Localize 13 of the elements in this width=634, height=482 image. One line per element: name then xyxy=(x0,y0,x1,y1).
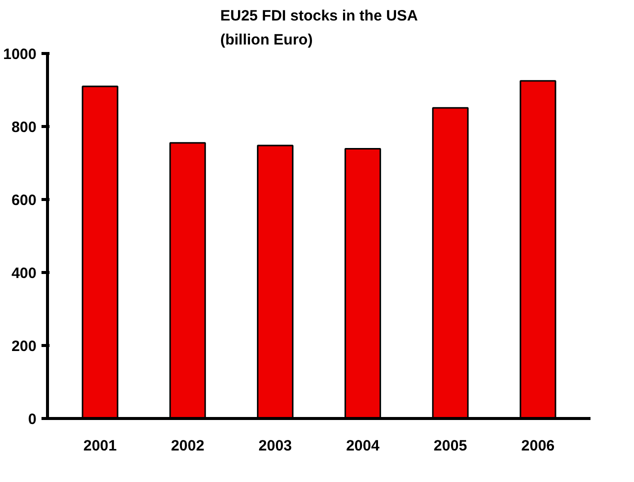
y-tick-label: 800 xyxy=(11,119,37,136)
y-tick-label: 200 xyxy=(11,338,37,355)
x-tick-label: 2003 xyxy=(258,438,292,454)
x-tick-label: 2002 xyxy=(170,438,204,454)
y-tick-label: 0 xyxy=(28,411,36,428)
x-tick-label: 2005 xyxy=(434,438,468,454)
x-tick-label: 2004 xyxy=(346,438,380,454)
y-tick-label: 400 xyxy=(11,265,37,282)
y-tick-label: 600 xyxy=(11,192,37,209)
y-tick-label: 1000 xyxy=(3,46,37,63)
x-tick-label: 2001 xyxy=(83,438,117,454)
x-tick-label: 2006 xyxy=(521,438,555,454)
chart-title: EU25 FDI stocks in the USA (billion Euro) xyxy=(220,8,418,48)
